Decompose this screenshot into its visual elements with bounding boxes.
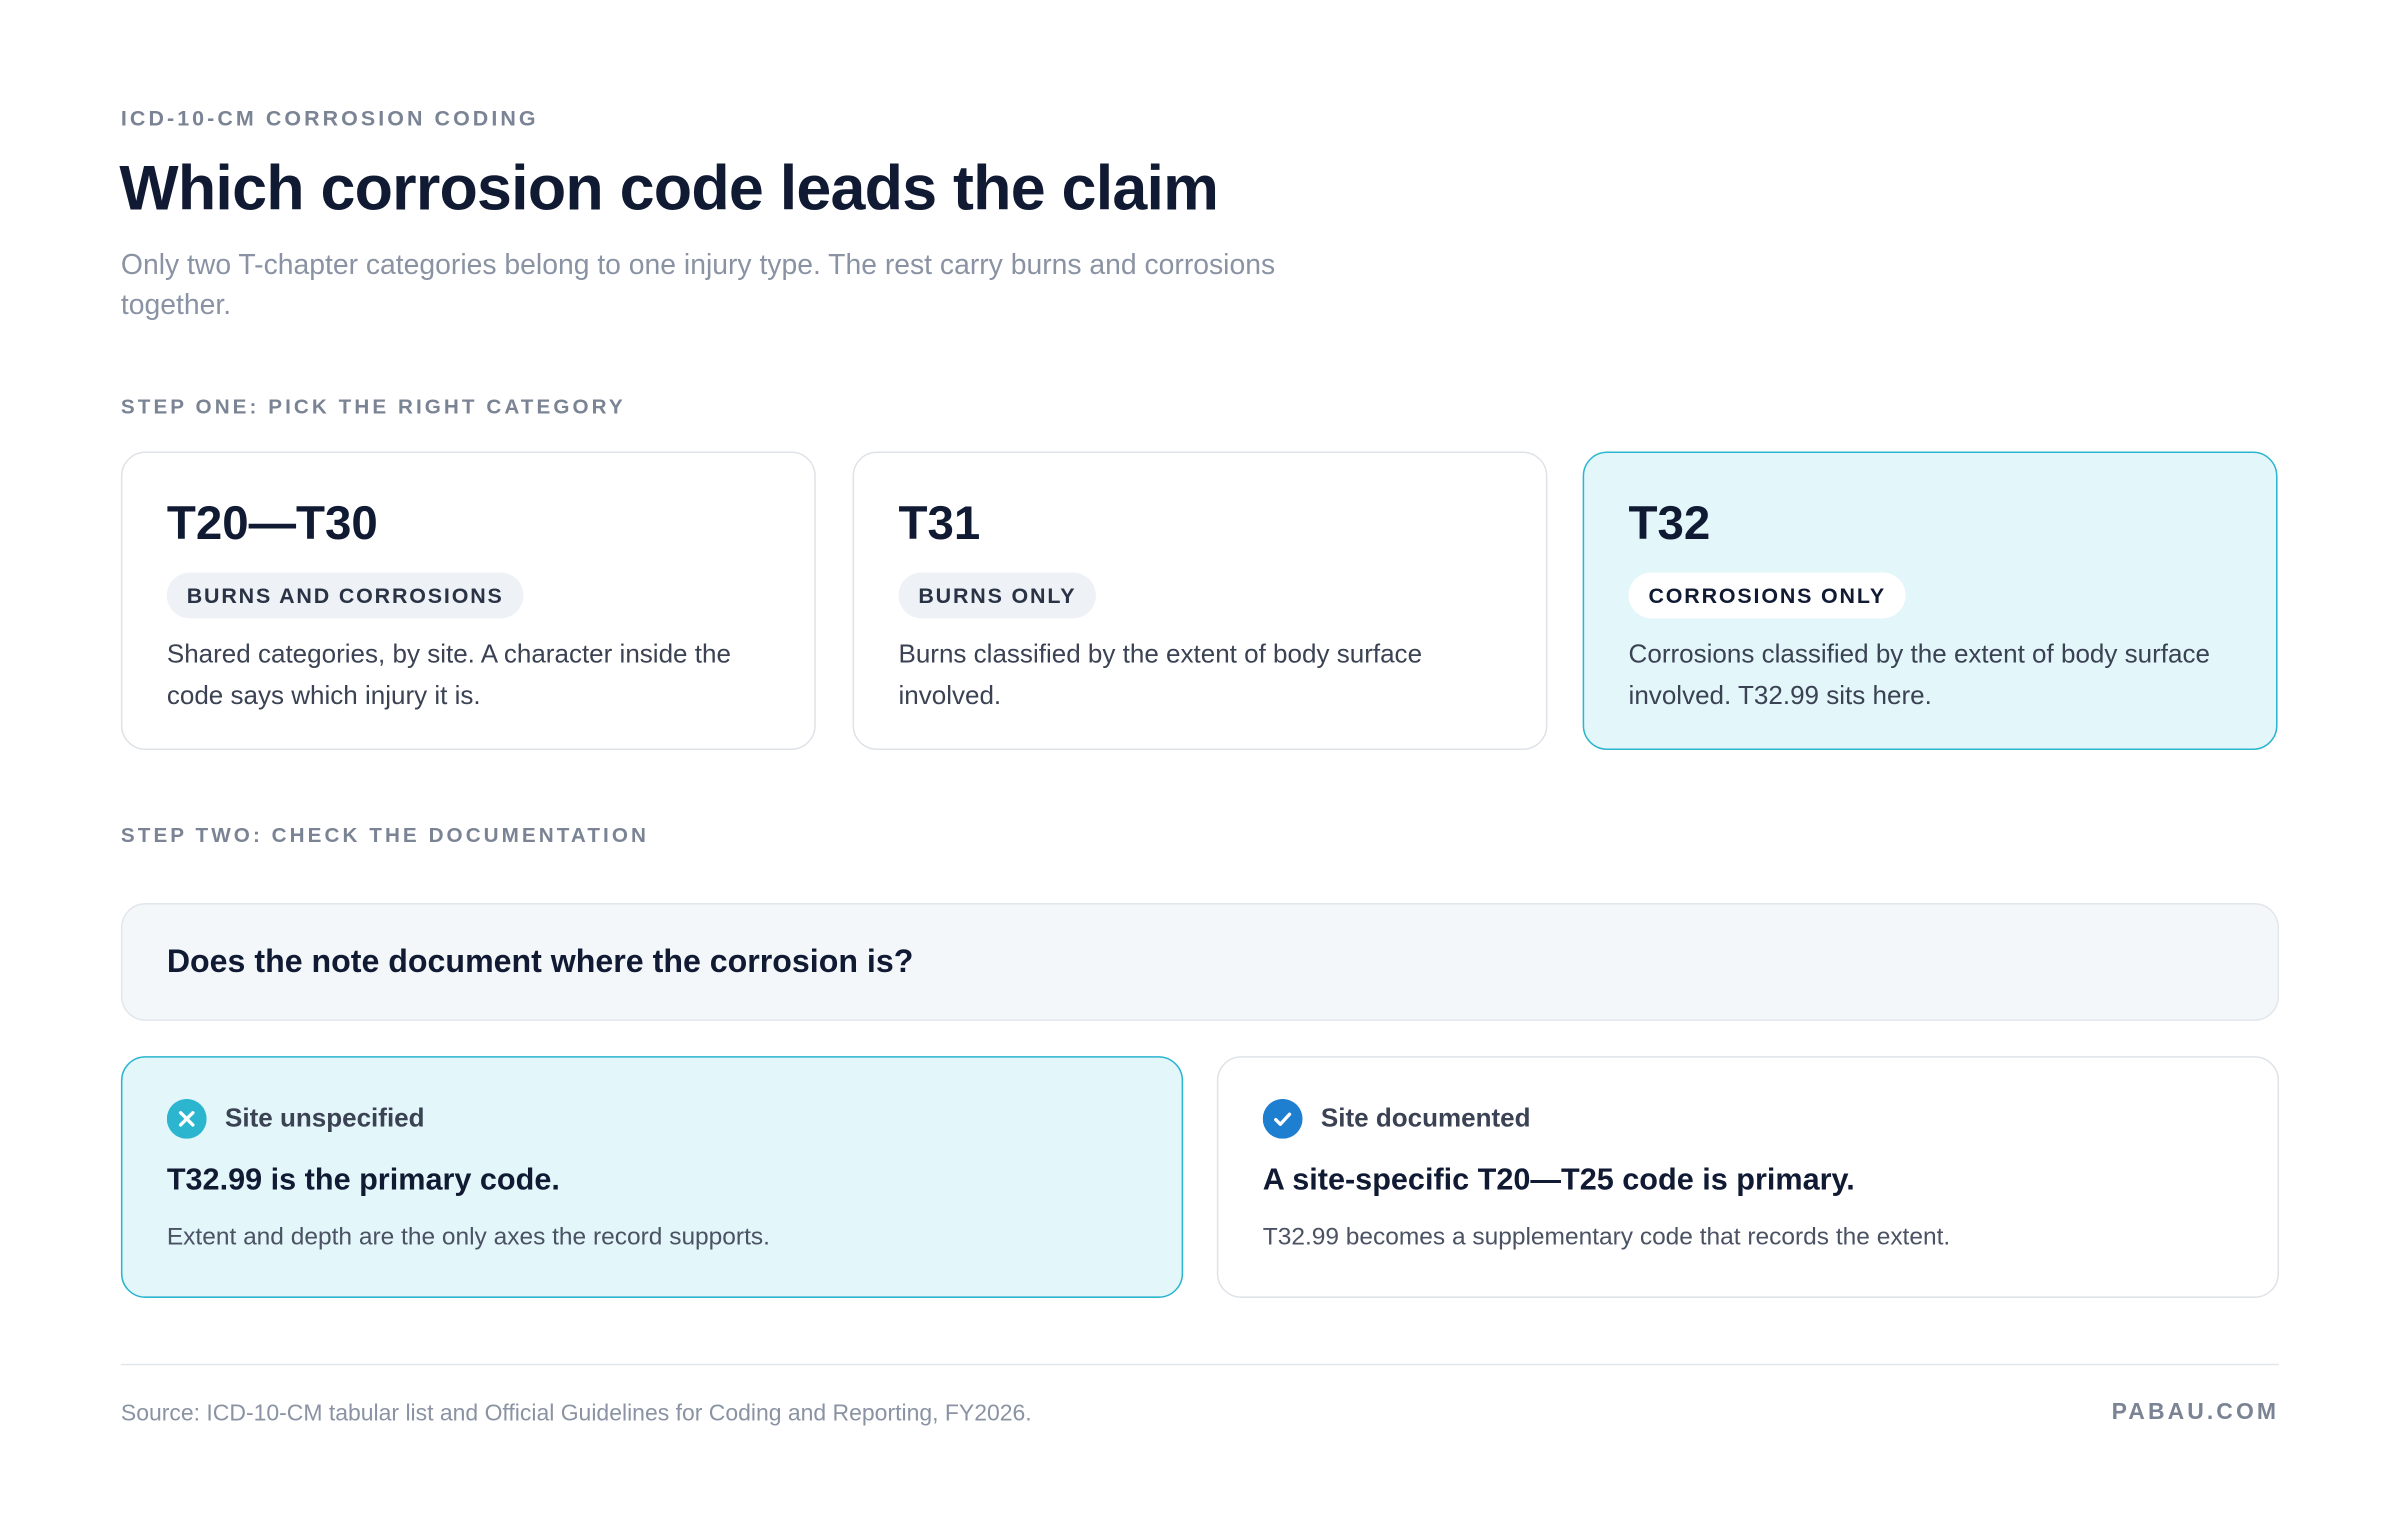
option-card: Site unspecified T32.99 is the primary c…	[120, 1056, 1184, 1298]
option-headline: T32.99 is the primary code.	[166, 1163, 560, 1197]
card-code: T20—T30	[166, 495, 378, 550]
question: Does the note document where the corrosi…	[166, 944, 914, 980]
category-card: T20—T30 BURNS AND CORROSIONS Shared cate…	[120, 451, 816, 750]
card-description: Burns classified by the extent of body s…	[898, 639, 1423, 711]
question-box: Does the note document where the corrosi…	[120, 903, 2280, 1021]
option-card: Site documented A site-specific T20—T25 …	[1216, 1056, 2280, 1298]
option-status: Site documented	[1320, 1103, 1531, 1133]
brand: PABAU.COM	[2111, 1398, 2280, 1425]
card-code: T31	[898, 495, 981, 550]
card-tag: CORROSIONS ONLY	[1628, 572, 1906, 619]
step-label: STEP ONE: PICK THE RIGHT CATEGORY	[120, 394, 626, 418]
card-code: T32	[1628, 495, 1711, 550]
option-description: T32.99 becomes a supplementary code that…	[1262, 1224, 1951, 1251]
eyebrow: ICD-10-CM CORROSION CODING	[120, 105, 539, 131]
divider	[120, 1363, 2280, 1366]
cross-icon	[166, 1098, 207, 1139]
subtitle: Only two T-chapter categories belong to …	[120, 247, 1276, 320]
option-headline: A site-specific T20—T25 code is primary.	[1262, 1163, 1855, 1197]
category-card: T31 BURNS ONLY Burns classified by the e…	[852, 451, 1548, 750]
step-label: STEP TWO: CHECK THE DOCUMENTATION	[120, 823, 649, 847]
card-tag: BURNS AND CORROSIONS	[166, 572, 524, 619]
category-card: T32 CORROSIONS ONLY Corrosions classifie…	[1582, 451, 2278, 750]
option-status: Site unspecified	[224, 1103, 425, 1133]
card-tag: BURNS ONLY	[898, 572, 1097, 619]
card-description: Shared categories, by site. A character …	[166, 639, 731, 711]
source-note: Source: ICD-10-CM tabular list and Offic…	[120, 1400, 1032, 1427]
card-description: Corrosions classified by the extent of b…	[1628, 639, 2210, 711]
title: Which corrosion code leads the claim	[119, 153, 1219, 224]
check-icon	[1262, 1098, 1303, 1139]
option-description: Extent and depth are the only axes the r…	[166, 1224, 770, 1251]
